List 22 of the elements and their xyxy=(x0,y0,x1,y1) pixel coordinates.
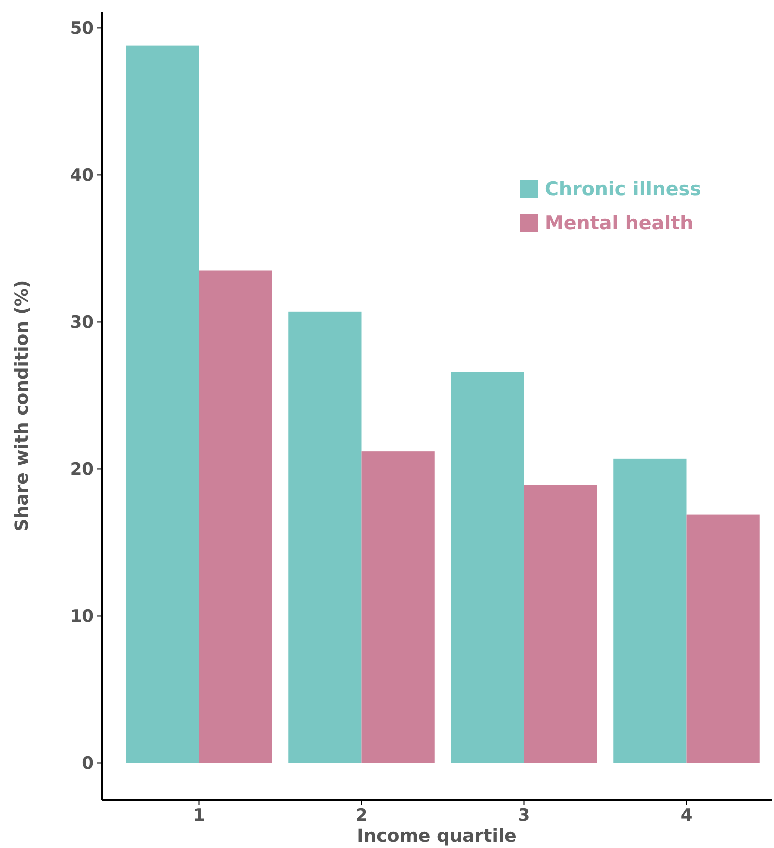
legend-label: Chronic illness xyxy=(545,178,702,201)
y-tick-label: 10 xyxy=(70,607,94,628)
y-axis-title: Share with condition (%) xyxy=(12,280,33,532)
x-tick-label: 2 xyxy=(356,806,368,826)
bar xyxy=(614,458,687,764)
bar xyxy=(686,514,760,764)
legend-label: Mental health xyxy=(545,212,694,235)
x-axis-title: Income quartile xyxy=(357,826,517,847)
bar xyxy=(524,485,598,764)
bar xyxy=(126,46,200,764)
y-tick-label: 40 xyxy=(70,166,94,186)
x-tick-label: 3 xyxy=(518,806,530,826)
y-tick-label: 0 xyxy=(82,754,94,774)
bar xyxy=(199,270,272,764)
y-tick-label: 30 xyxy=(70,313,94,334)
y-tick-label: 20 xyxy=(70,460,94,480)
x-tick-label: 1 xyxy=(193,806,206,826)
bar xyxy=(288,312,362,764)
x-tick-label: 4 xyxy=(680,806,693,826)
y-tick-label: 50 xyxy=(70,19,94,40)
bar xyxy=(362,452,435,764)
bar xyxy=(451,372,524,764)
